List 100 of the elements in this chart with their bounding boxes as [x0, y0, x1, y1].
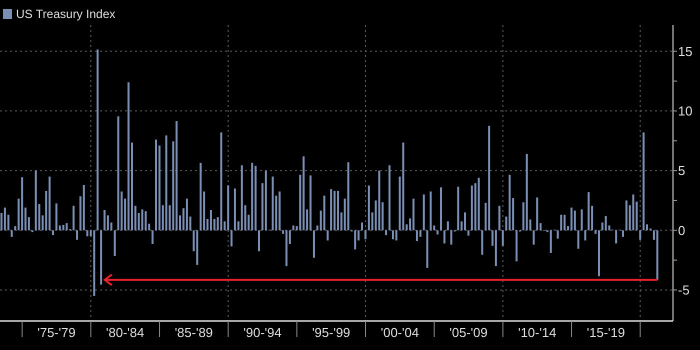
bar — [426, 230, 428, 268]
bar — [196, 230, 198, 265]
bar — [419, 230, 422, 237]
bar — [604, 216, 607, 230]
bar — [240, 165, 243, 230]
bar — [302, 156, 305, 230]
y-tick-label: 10 — [678, 103, 692, 118]
bar — [470, 186, 473, 230]
bar — [21, 177, 24, 230]
bar — [141, 209, 144, 230]
bar — [347, 162, 350, 230]
bar — [62, 224, 64, 230]
bar — [443, 230, 446, 244]
bar — [392, 230, 394, 240]
bar — [82, 184, 85, 230]
bar — [385, 230, 388, 236]
bar — [152, 230, 154, 244]
bar — [86, 230, 88, 236]
bar — [312, 230, 315, 258]
bar — [292, 226, 294, 230]
bar — [467, 230, 470, 236]
bar — [416, 230, 418, 242]
bar — [584, 230, 586, 240]
bar — [556, 230, 559, 239]
bar — [251, 162, 254, 230]
bar — [526, 154, 528, 230]
bar — [632, 194, 634, 230]
x-tick-label: '95-'99 — [312, 325, 350, 340]
bar — [422, 194, 425, 230]
bar — [494, 230, 497, 266]
bar — [502, 230, 504, 246]
bar — [52, 230, 54, 236]
y-tick-label: -5 — [678, 282, 690, 298]
bar — [457, 186, 460, 230]
bar — [258, 230, 260, 252]
x-tick-label: '00-'04 — [380, 325, 419, 340]
bar — [66, 223, 68, 230]
bar — [478, 178, 480, 230]
bar — [402, 142, 404, 230]
bar — [326, 230, 329, 240]
bar — [498, 206, 500, 230]
bar — [364, 230, 366, 240]
bar — [144, 211, 147, 230]
bar — [272, 176, 274, 230]
x-tick-label: '80-'84 — [106, 325, 144, 340]
bar — [354, 230, 356, 250]
legend-label: US Treasury Index — [16, 7, 116, 21]
bar — [481, 230, 484, 255]
y-tick-label: 5 — [678, 163, 686, 178]
bar — [93, 230, 96, 296]
bar — [186, 198, 188, 230]
x-tick-label: '85-'89 — [174, 325, 213, 340]
bar — [337, 190, 340, 230]
bar — [96, 49, 99, 230]
bar — [488, 126, 490, 230]
bar — [117, 116, 120, 230]
bar — [395, 230, 398, 240]
bar — [176, 121, 178, 230]
bar — [114, 230, 116, 256]
bar — [100, 230, 102, 285]
bar — [10, 230, 13, 237]
bar — [532, 230, 535, 245]
bar — [72, 206, 75, 230]
bar — [34, 170, 37, 230]
bar — [430, 192, 432, 230]
x-tick-label: '15-'19 — [586, 325, 625, 340]
bar — [128, 82, 130, 230]
bar — [570, 208, 573, 230]
bar — [656, 230, 658, 280]
bar — [508, 174, 511, 230]
bar — [368, 186, 370, 230]
bar — [155, 140, 158, 230]
bar — [625, 200, 628, 230]
bar — [230, 230, 233, 246]
bar — [278, 192, 281, 230]
bar — [588, 192, 590, 230]
bar — [76, 230, 78, 240]
bar — [210, 210, 212, 230]
x-tick-label: '05-'09 — [449, 325, 488, 340]
bar — [446, 221, 449, 230]
y-tick-label: 0 — [678, 222, 686, 238]
bar — [4, 208, 6, 230]
x-tick-label: '90-'94 — [243, 325, 282, 340]
bar — [642, 132, 645, 230]
bar — [412, 198, 414, 230]
bar — [104, 210, 106, 230]
bar — [464, 212, 466, 230]
bar — [564, 214, 566, 230]
bar — [436, 230, 439, 234]
bar — [55, 203, 58, 230]
bar — [330, 189, 332, 230]
bar — [264, 170, 267, 230]
bar — [639, 230, 642, 240]
x-tick-label: '10-'14 — [518, 325, 556, 340]
bar — [622, 230, 624, 237]
bar — [334, 190, 336, 230]
bar — [440, 187, 442, 230]
x-tick-label: '75-'79 — [37, 325, 76, 340]
bar — [550, 230, 552, 253]
bar — [200, 162, 202, 230]
